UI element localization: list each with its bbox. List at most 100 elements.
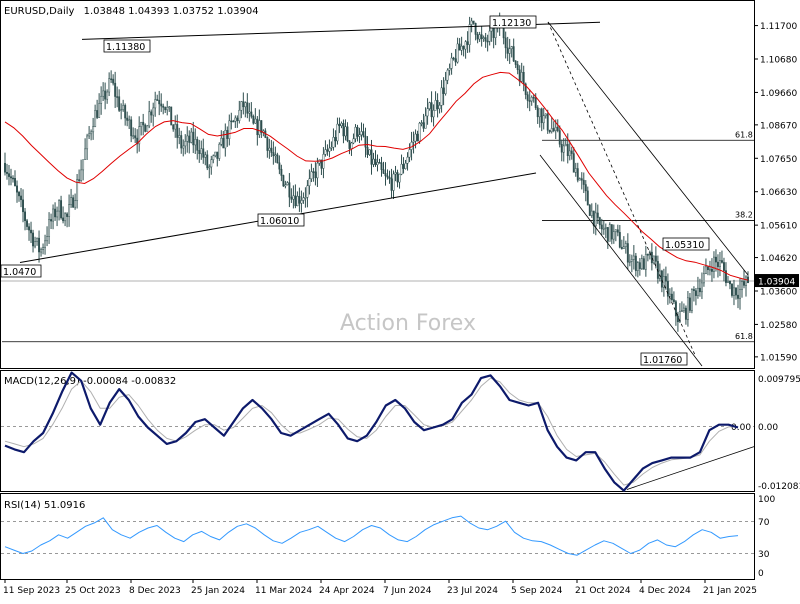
candle-body — [102, 90, 105, 97]
candle-body — [646, 254, 649, 256]
candle-body — [598, 217, 601, 226]
time-tick-label: 8 Dec 2023 — [129, 586, 181, 596]
candle-body — [438, 105, 441, 110]
candle-body — [346, 126, 349, 141]
candle-body — [733, 287, 735, 296]
candle-body — [332, 137, 335, 148]
candle-body — [458, 43, 461, 51]
candle-body — [743, 281, 745, 286]
time-tick-label: 5 Sep 2024 — [511, 586, 563, 596]
candle-body — [316, 162, 319, 179]
candle-body — [22, 199, 24, 213]
macd-value-box — [727, 420, 753, 432]
candle-body — [702, 273, 705, 284]
candle-body — [120, 109, 123, 111]
candle-body — [158, 99, 161, 105]
candle-body — [282, 175, 285, 187]
time-tick-label: 21 Jan 2025 — [703, 586, 757, 596]
rsi-panel — [0, 493, 755, 580]
candle-body — [306, 185, 309, 198]
candle-body — [152, 107, 155, 116]
candle-body — [564, 144, 567, 147]
fibonacci-levels: 61.8 38.2 61.8 — [2, 130, 754, 343]
price-callouts: 1.12130 1.11380 1.06010 1.05310 1.01760 1.047… — [0, 15, 710, 366]
candle-body — [384, 173, 387, 177]
candle-body — [534, 97, 537, 108]
candle-body — [74, 200, 77, 208]
rsi-tick-70: 70 — [758, 518, 770, 528]
candle-body — [608, 224, 611, 242]
candle-body — [612, 231, 615, 240]
macd-panel — [0, 370, 755, 492]
candle-body — [372, 158, 375, 165]
candle-body — [430, 102, 433, 118]
candle-body — [82, 159, 85, 171]
candle-body — [680, 310, 683, 312]
candle-body — [400, 163, 403, 175]
candle-body — [735, 287, 737, 296]
watermark: Action Forex — [340, 311, 476, 336]
price-tick-label: 1.04620 — [760, 254, 797, 264]
candle-body — [284, 184, 287, 187]
candle-body — [684, 307, 687, 320]
candle-body — [278, 162, 281, 170]
ma-line — [4, 71, 749, 281]
candle-body — [706, 266, 709, 271]
candle-body — [132, 135, 135, 137]
candle-body — [258, 120, 261, 136]
candle-body — [150, 111, 153, 116]
candle-body — [416, 133, 419, 142]
candle-body — [310, 171, 313, 180]
candle-body — [138, 126, 141, 145]
candle-body — [166, 106, 169, 111]
candle-body — [474, 23, 477, 35]
candle-body — [388, 176, 391, 180]
candle-body — [723, 262, 725, 271]
candle-body — [604, 227, 607, 229]
candle-body — [484, 37, 487, 42]
candle-body — [588, 204, 591, 216]
candle-body — [192, 131, 195, 146]
candle-body — [370, 149, 373, 165]
candle-body — [168, 106, 171, 109]
candle-body — [32, 232, 34, 247]
candle-body — [116, 96, 119, 98]
candle-body — [713, 256, 715, 272]
candle-body — [56, 210, 59, 218]
candle-body — [14, 178, 16, 187]
price-tick-label: 1.11700 — [760, 22, 797, 32]
candle-body — [194, 139, 197, 146]
candle-body — [304, 197, 307, 199]
candle-body — [426, 108, 429, 117]
price-callout-box — [489, 15, 537, 29]
candle-body — [456, 43, 459, 63]
candle-body — [252, 116, 255, 124]
candle-body — [488, 30, 491, 42]
candle-body — [582, 179, 585, 185]
candle-body — [338, 123, 341, 127]
candle-body — [84, 148, 87, 160]
candle-body — [676, 315, 679, 323]
candle-body — [536, 107, 539, 118]
candle-body — [594, 212, 597, 227]
candle-body — [618, 232, 621, 248]
candle-body — [68, 204, 71, 217]
macd-title: MACD(12,26,9) -0.00084 -0.00832 — [4, 376, 176, 387]
price-callout-box — [103, 39, 151, 53]
rsi-title: RSI(14) 51.0916 — [4, 500, 85, 511]
candle-body — [719, 260, 721, 267]
price-callout-label: 1.06010 — [260, 216, 299, 227]
candle-body — [240, 101, 243, 111]
candle-body — [148, 111, 151, 127]
candle-body — [94, 110, 97, 128]
candle-body — [220, 137, 223, 145]
candle-body — [214, 151, 217, 157]
candle-body — [386, 175, 389, 178]
candle-body — [162, 105, 165, 108]
candle-body — [444, 79, 447, 94]
candle-body — [721, 260, 723, 263]
candle-body — [440, 87, 443, 106]
candle-body — [140, 121, 143, 127]
